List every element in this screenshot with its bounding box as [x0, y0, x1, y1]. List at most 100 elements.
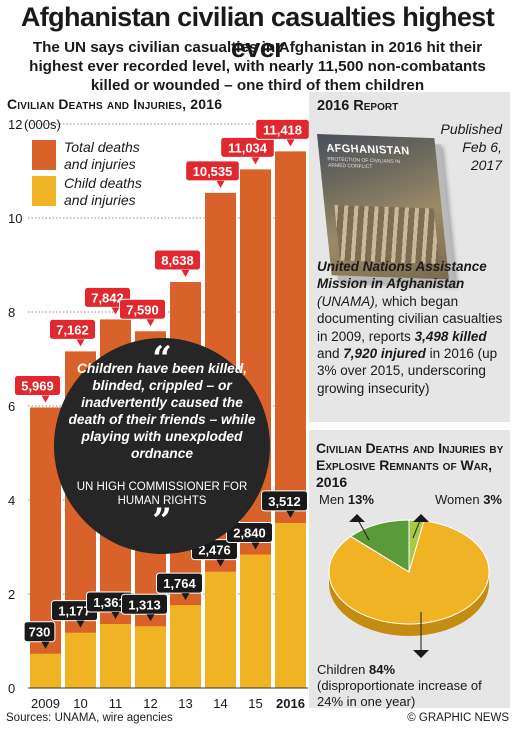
pie-chart: [328, 514, 490, 658]
y-tick-label: 10: [8, 211, 22, 226]
legend-label: Child deaths: [64, 175, 142, 191]
child-callout-pointer: [181, 593, 190, 601]
injured-figure: 7,920 injured: [343, 346, 426, 362]
total-callout-pointer: [286, 139, 295, 147]
x-tick-label: 13: [178, 696, 192, 711]
children-note: (disproportionate increase of 24% in one…: [317, 678, 482, 709]
report-description: United Nations Assistance Mission in Afg…: [317, 258, 507, 397]
y-tick-label: 4: [8, 493, 15, 508]
total-value-label: 7,162: [56, 322, 89, 337]
child-callout-pointer: [146, 614, 155, 622]
explosive-panel-title: Civilian Deaths and Injuries by Explosiv…: [316, 440, 504, 490]
child-value-label: 2,840: [233, 526, 266, 541]
org-name: United Nations Assistance Mission in Afg…: [317, 259, 487, 292]
published-line-2: Feb 6,: [462, 139, 502, 155]
child-bar: [275, 522, 306, 688]
child-value-callout: [261, 490, 308, 512]
pie-slice-children: [328, 520, 490, 625]
child-bar: [65, 632, 96, 688]
men-label: Men 13%: [319, 492, 374, 507]
y-tick-label: 2: [8, 587, 15, 602]
total-callout-pointer: [251, 157, 260, 165]
child-value-label: 1,361: [93, 595, 126, 610]
total-value-callout: [49, 318, 96, 340]
child-value-callout: [23, 621, 56, 643]
child-bar: [100, 624, 131, 688]
child-value-label: 3,512: [268, 494, 301, 509]
child-value-label: 1,764: [163, 576, 196, 591]
total-callout-pointer: [41, 395, 50, 403]
x-tick-label: 2009: [31, 696, 60, 711]
child-value-callout: [156, 572, 203, 594]
child-callout-pointer: [41, 641, 50, 649]
children-name: Children: [317, 662, 366, 677]
total-callout-pointer: [146, 319, 155, 327]
explosive-remnants-panel: Civilian Deaths and Injuries by Explosiv…: [309, 430, 510, 710]
x-tick-label: 2016: [276, 696, 305, 711]
women-percent: 3%: [483, 492, 502, 507]
y-tick-label: 8: [8, 305, 15, 320]
child-bar: [170, 605, 201, 688]
total-callout-pointer: [216, 180, 225, 188]
report-text-1: which began documenting civilian casualt…: [317, 293, 503, 344]
report-cover-title: AFGHANISTAN: [325, 142, 411, 158]
child-callout-pointer: [111, 612, 120, 620]
y-unit-label: (000s): [24, 117, 61, 132]
y-tick-label: 0: [8, 681, 15, 696]
total-value-label: 7,842: [91, 290, 124, 305]
report-panel-title: 2016 Report: [317, 98, 399, 114]
x-tick-label: 14: [213, 696, 227, 711]
legend-swatch-total: [32, 140, 56, 170]
x-tick-label: 15: [248, 696, 262, 711]
published-line-3: 2017: [470, 157, 502, 173]
quote-attribution: UN HIGH COMMISSIONER FOR HUMAN RIGHTS: [76, 481, 248, 507]
y-tick-label: 6: [8, 399, 15, 414]
child-value-callout: [121, 593, 168, 615]
legend-swatch-child: [32, 176, 56, 206]
sources-note: Sources: UNAMA, wire agencies: [6, 712, 173, 724]
report-text-2: in 2016 (up 3% over 2015, underscoring g…: [317, 346, 498, 396]
child-bar: [135, 626, 166, 688]
quote-bubble: “ Children have been killed, blinded, cr…: [54, 338, 270, 554]
women-name: Women: [435, 492, 480, 507]
men-percent: 13%: [347, 492, 374, 507]
child-value-label: 730: [29, 625, 51, 640]
total-value-callout: [185, 160, 240, 182]
legend-label: Total deaths: [64, 139, 140, 155]
child-bar: [240, 554, 271, 688]
children-percent: 84%: [369, 662, 396, 677]
total-value-label: 5,969: [21, 378, 54, 393]
credit-line: © GRAPHIC NEWS: [407, 712, 509, 724]
x-tick-label: 10: [73, 696, 87, 711]
total-value-label: 11,418: [263, 122, 302, 137]
men-leader: [356, 517, 370, 541]
child-bar: [30, 653, 61, 688]
children-label: Children 84% (disproportionate increase …: [317, 662, 507, 710]
quote-text: Children have been killed, blinded, crip…: [68, 361, 256, 461]
child-value-label: 1,313: [128, 597, 161, 612]
legend-label: and injuries: [64, 192, 136, 208]
total-callout-pointer: [181, 270, 190, 278]
legend-label: and injuries: [64, 156, 136, 172]
total-value-callout: [154, 249, 201, 271]
page-title: Afghanistan civilian casualties highest …: [20, 2, 495, 63]
org-abbr: (UNAMA),: [317, 293, 379, 309]
child-callout-pointer: [251, 542, 260, 550]
total-value-callout: [119, 298, 166, 320]
total-callout-pointer: [111, 307, 120, 315]
total-value-label: 11,034: [228, 140, 268, 155]
report-panel: 2016 Report Published Feb 6, 2017 AFGHAN…: [309, 92, 510, 422]
page-subtitle: The UN says civilian casualties in Afgha…: [29, 39, 486, 94]
total-value-label: 7,590: [126, 302, 159, 317]
child-value-label: 2,476: [198, 543, 231, 558]
total-value-label: 8,638: [161, 253, 194, 268]
total-value-callout: [14, 374, 61, 396]
chart-heading: Civilian Deaths and Injuries, 2016: [7, 96, 223, 112]
report-cover-subtitle: PROTECTION OF CIVILIANS IN ARMED CONFLIC…: [327, 156, 401, 171]
child-value-label: 1,177: [58, 604, 91, 619]
total-callout-pointer: [76, 339, 85, 347]
men-name: Men: [319, 492, 345, 507]
child-callout-pointer: [286, 510, 295, 518]
total-value-callout: [220, 136, 275, 158]
close-quote-mark: ”: [152, 501, 172, 541]
